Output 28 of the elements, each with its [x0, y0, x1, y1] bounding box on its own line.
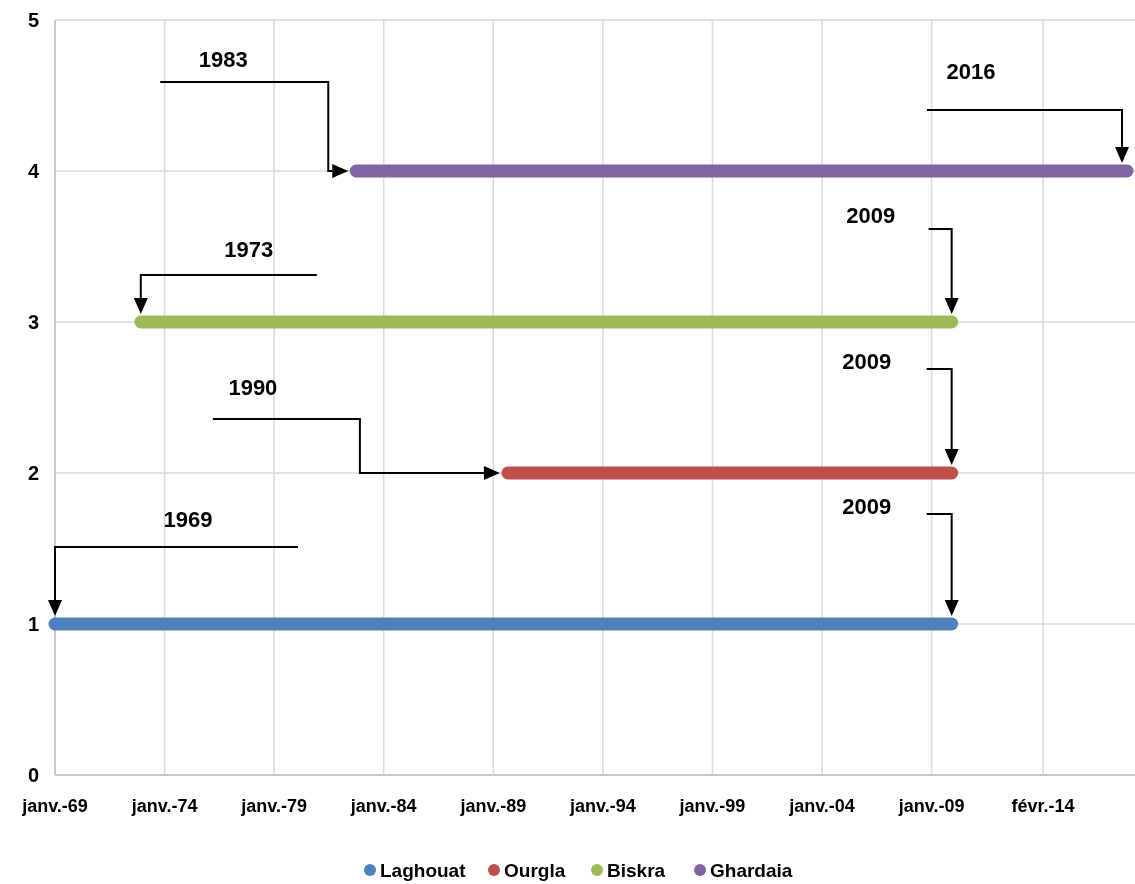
legend-label: Ghardaia: [710, 859, 793, 881]
y-tick-label: 3: [27, 311, 39, 333]
annotation: 2009: [842, 494, 892, 519]
x-tick-label: janv.-94: [569, 796, 636, 816]
x-tick-label: janv.-84: [349, 796, 417, 816]
x-tick-label: janv.-89: [459, 796, 527, 816]
x-tick-label: janv.-74: [130, 796, 198, 816]
x-tick-label: janv.-69: [21, 796, 88, 816]
legend-label: Biskra: [607, 859, 666, 881]
x-tick-label: janv.-79: [240, 796, 307, 816]
x-tick-label: janv.-99: [678, 796, 746, 816]
y-tick-label: 4: [27, 160, 40, 182]
annotation: 2016: [946, 59, 996, 84]
annotation: 2009: [842, 349, 892, 374]
x-tick-label: févr.-14: [1011, 796, 1075, 816]
y-tick-label: 2: [27, 462, 39, 484]
legend-label: Ourgla: [504, 859, 566, 881]
legend-label: Laghouat: [380, 859, 467, 881]
x-tick-label: janv.-09: [897, 796, 965, 816]
annotation: 1990: [228, 375, 278, 400]
annotation: 1969: [163, 507, 213, 532]
annotation: 1983: [198, 47, 248, 72]
annotation: 2009: [846, 203, 896, 228]
y-tick-label: 0: [27, 764, 39, 786]
y-tick-label: 1: [27, 613, 39, 635]
x-tick-label: janv.-04: [788, 796, 855, 816]
y-tick-label: 5: [27, 9, 39, 31]
annotation: 1973: [224, 237, 274, 262]
